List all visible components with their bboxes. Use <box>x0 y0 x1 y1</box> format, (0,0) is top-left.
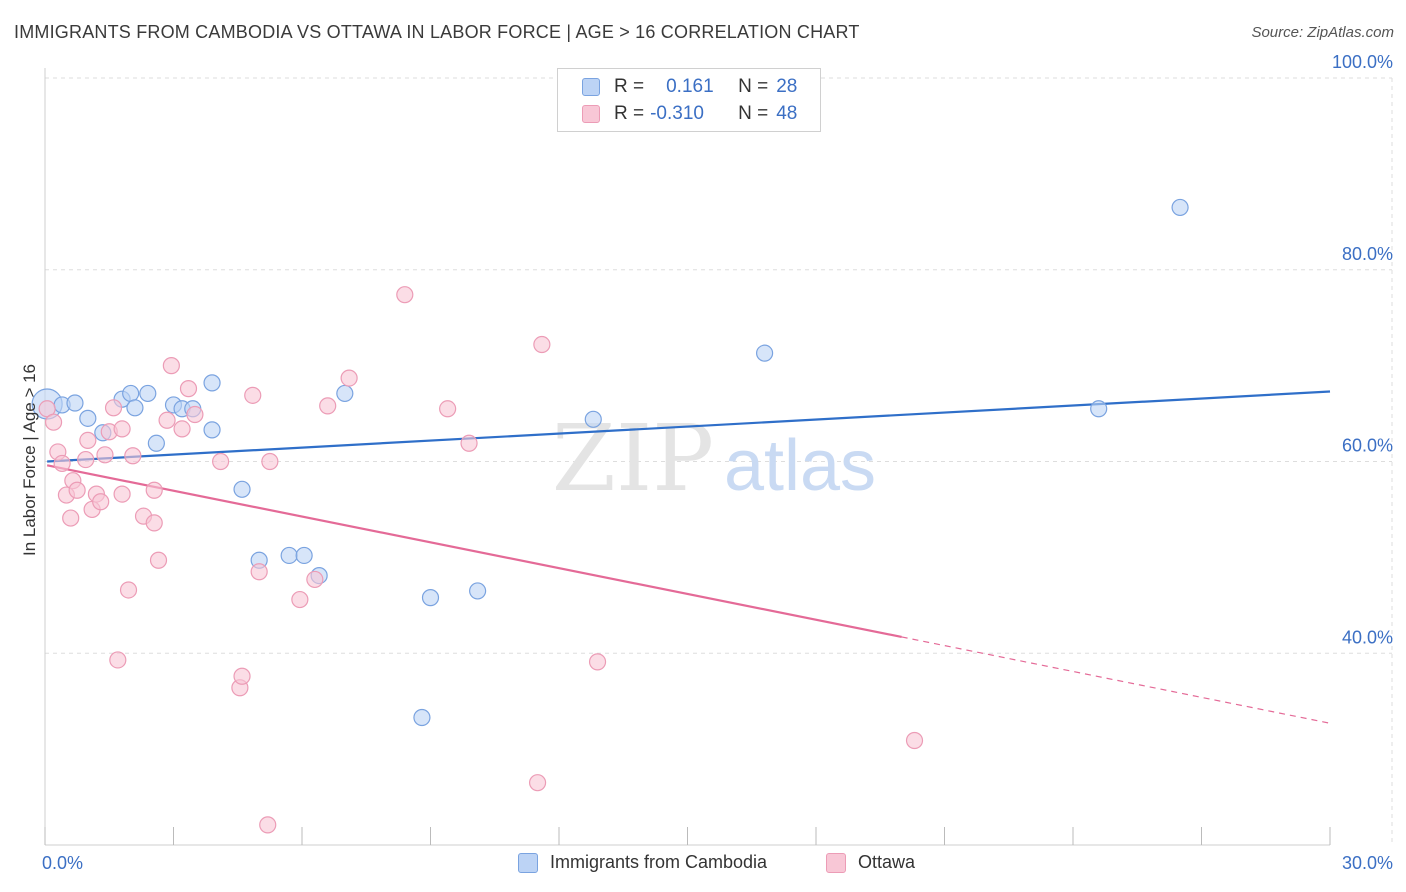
ottawa-point <box>212 452 230 471</box>
ottawa-trend-extension <box>901 636 1331 724</box>
cambodia-point <box>139 384 157 403</box>
ottawa-point <box>340 369 358 387</box>
ottawa-point <box>306 570 324 589</box>
data-points <box>31 198 1189 834</box>
watermark-atlas: atlas <box>724 426 876 506</box>
ottawa-point <box>233 667 251 685</box>
cambodia-point <box>122 384 140 403</box>
cambodia-trend-line <box>47 390 1331 463</box>
ottawa-point <box>158 411 176 429</box>
ottawa-point <box>77 450 95 469</box>
ottawa-point <box>528 774 547 792</box>
tick-labels: 40.0% 60.0% 80.0% 100.0% 0.0% 30.0% <box>42 52 1393 873</box>
ottawa-point <box>145 481 163 499</box>
ottawa-point <box>104 399 123 417</box>
ottawa-trend-line <box>46 464 902 639</box>
n-value: 28 <box>776 76 798 97</box>
cambodia-point <box>147 434 165 452</box>
cambodia-point <box>336 384 354 403</box>
legend-item-cambodia: Immigrants from Cambodia <box>518 852 767 873</box>
ottawa-point <box>173 420 191 438</box>
legend-item-ottawa: Ottawa <box>826 852 915 873</box>
n-label: N = <box>738 103 769 124</box>
watermark-zip: ZIP <box>552 405 714 512</box>
cambodia-point <box>66 394 84 412</box>
r-label: R = <box>614 76 645 97</box>
cambodia-point <box>584 410 602 428</box>
trend-lines <box>46 390 1331 724</box>
n-label: N = <box>738 76 769 97</box>
ottawa-point <box>113 485 131 503</box>
cambodia-point <box>1171 198 1189 217</box>
legend-label-cambodia: Immigrants from Cambodia <box>550 852 768 872</box>
blue-legend-swatch <box>518 852 538 873</box>
cambodia-point <box>755 344 774 362</box>
ottawa-point <box>109 651 127 669</box>
n-value: 48 <box>776 103 798 124</box>
cambodia-point <box>295 546 313 565</box>
series-legend: Immigrants from Cambodia Ottawa <box>0 852 1406 878</box>
cambodia-point <box>233 480 251 498</box>
chart-title: IMMIGRANTS FROM CAMBODIA VS OTTAWA IN LA… <box>14 22 860 42</box>
ottawa-point <box>261 452 279 471</box>
ottawa-point <box>250 563 268 581</box>
cambodia-point <box>126 399 144 417</box>
y-tick-label: 60.0% <box>1342 436 1393 456</box>
ottawa-point <box>162 357 180 375</box>
ottawa-point <box>79 431 97 450</box>
grid-lines <box>45 77 1393 845</box>
ottawa-point <box>119 581 138 599</box>
cambodia-point <box>469 582 487 600</box>
stats-legend-row-blue: R = 0.161 N = 28 <box>582 75 797 99</box>
y-axis-label: In Labor Force | Age > 16 <box>20 363 39 557</box>
ottawa-point <box>460 434 478 452</box>
r-label: R = <box>614 103 645 124</box>
y-tick-label: 100.0% <box>1332 52 1393 72</box>
pink-swatch <box>582 105 600 123</box>
y-tick-label: 40.0% <box>1342 627 1393 647</box>
cambodia-point <box>203 374 221 392</box>
cambodia-point <box>203 421 221 439</box>
ottawa-point <box>533 335 551 354</box>
y-tick-label: 80.0% <box>1342 244 1393 264</box>
ottawa-point <box>53 454 71 473</box>
ottawa-point <box>92 493 110 511</box>
ottawa-point <box>291 590 309 609</box>
ottawa-point <box>68 481 86 499</box>
pink-legend-swatch <box>826 852 846 873</box>
x-tick-label: 30.0% <box>1342 853 1393 873</box>
axes <box>44 68 1331 846</box>
ottawa-point <box>124 447 142 465</box>
source-label: Source: ZipAtlas.com <box>1251 24 1394 41</box>
cambodia-point <box>413 708 431 727</box>
ottawa-point <box>186 405 204 424</box>
ottawa-point <box>44 413 63 431</box>
cambodia-point <box>79 409 97 427</box>
r-value: -0.310 <box>650 103 704 124</box>
watermark: ZIP atlas <box>552 405 876 512</box>
ottawa-point <box>319 397 337 415</box>
r-value: 0.161 <box>666 76 714 97</box>
ottawa-point <box>113 420 131 438</box>
cambodia-point <box>1090 400 1108 418</box>
legend-label-ottawa: Ottawa <box>858 852 916 872</box>
stats-legend-row-pink: R = -0.310 N = 48 <box>582 102 797 126</box>
ottawa-point <box>62 509 80 527</box>
x-tick-label: 0.0% <box>42 853 83 873</box>
ottawa-point <box>179 380 198 398</box>
cambodia-point <box>280 546 298 565</box>
ottawa-point <box>244 386 262 404</box>
ottawa-point <box>439 400 457 418</box>
ottawa-point <box>145 514 163 532</box>
ottawa-point <box>149 551 168 569</box>
ottawa-point <box>96 446 114 464</box>
ottawa-point <box>396 286 414 304</box>
cambodia-point <box>421 589 440 607</box>
ottawa-point <box>588 653 607 671</box>
ottawa-point <box>259 816 277 834</box>
stats-legend: R = 0.161 N = 28 R = -0.310 N = 48 <box>557 68 821 132</box>
blue-swatch <box>582 78 600 96</box>
ottawa-point <box>905 731 924 750</box>
